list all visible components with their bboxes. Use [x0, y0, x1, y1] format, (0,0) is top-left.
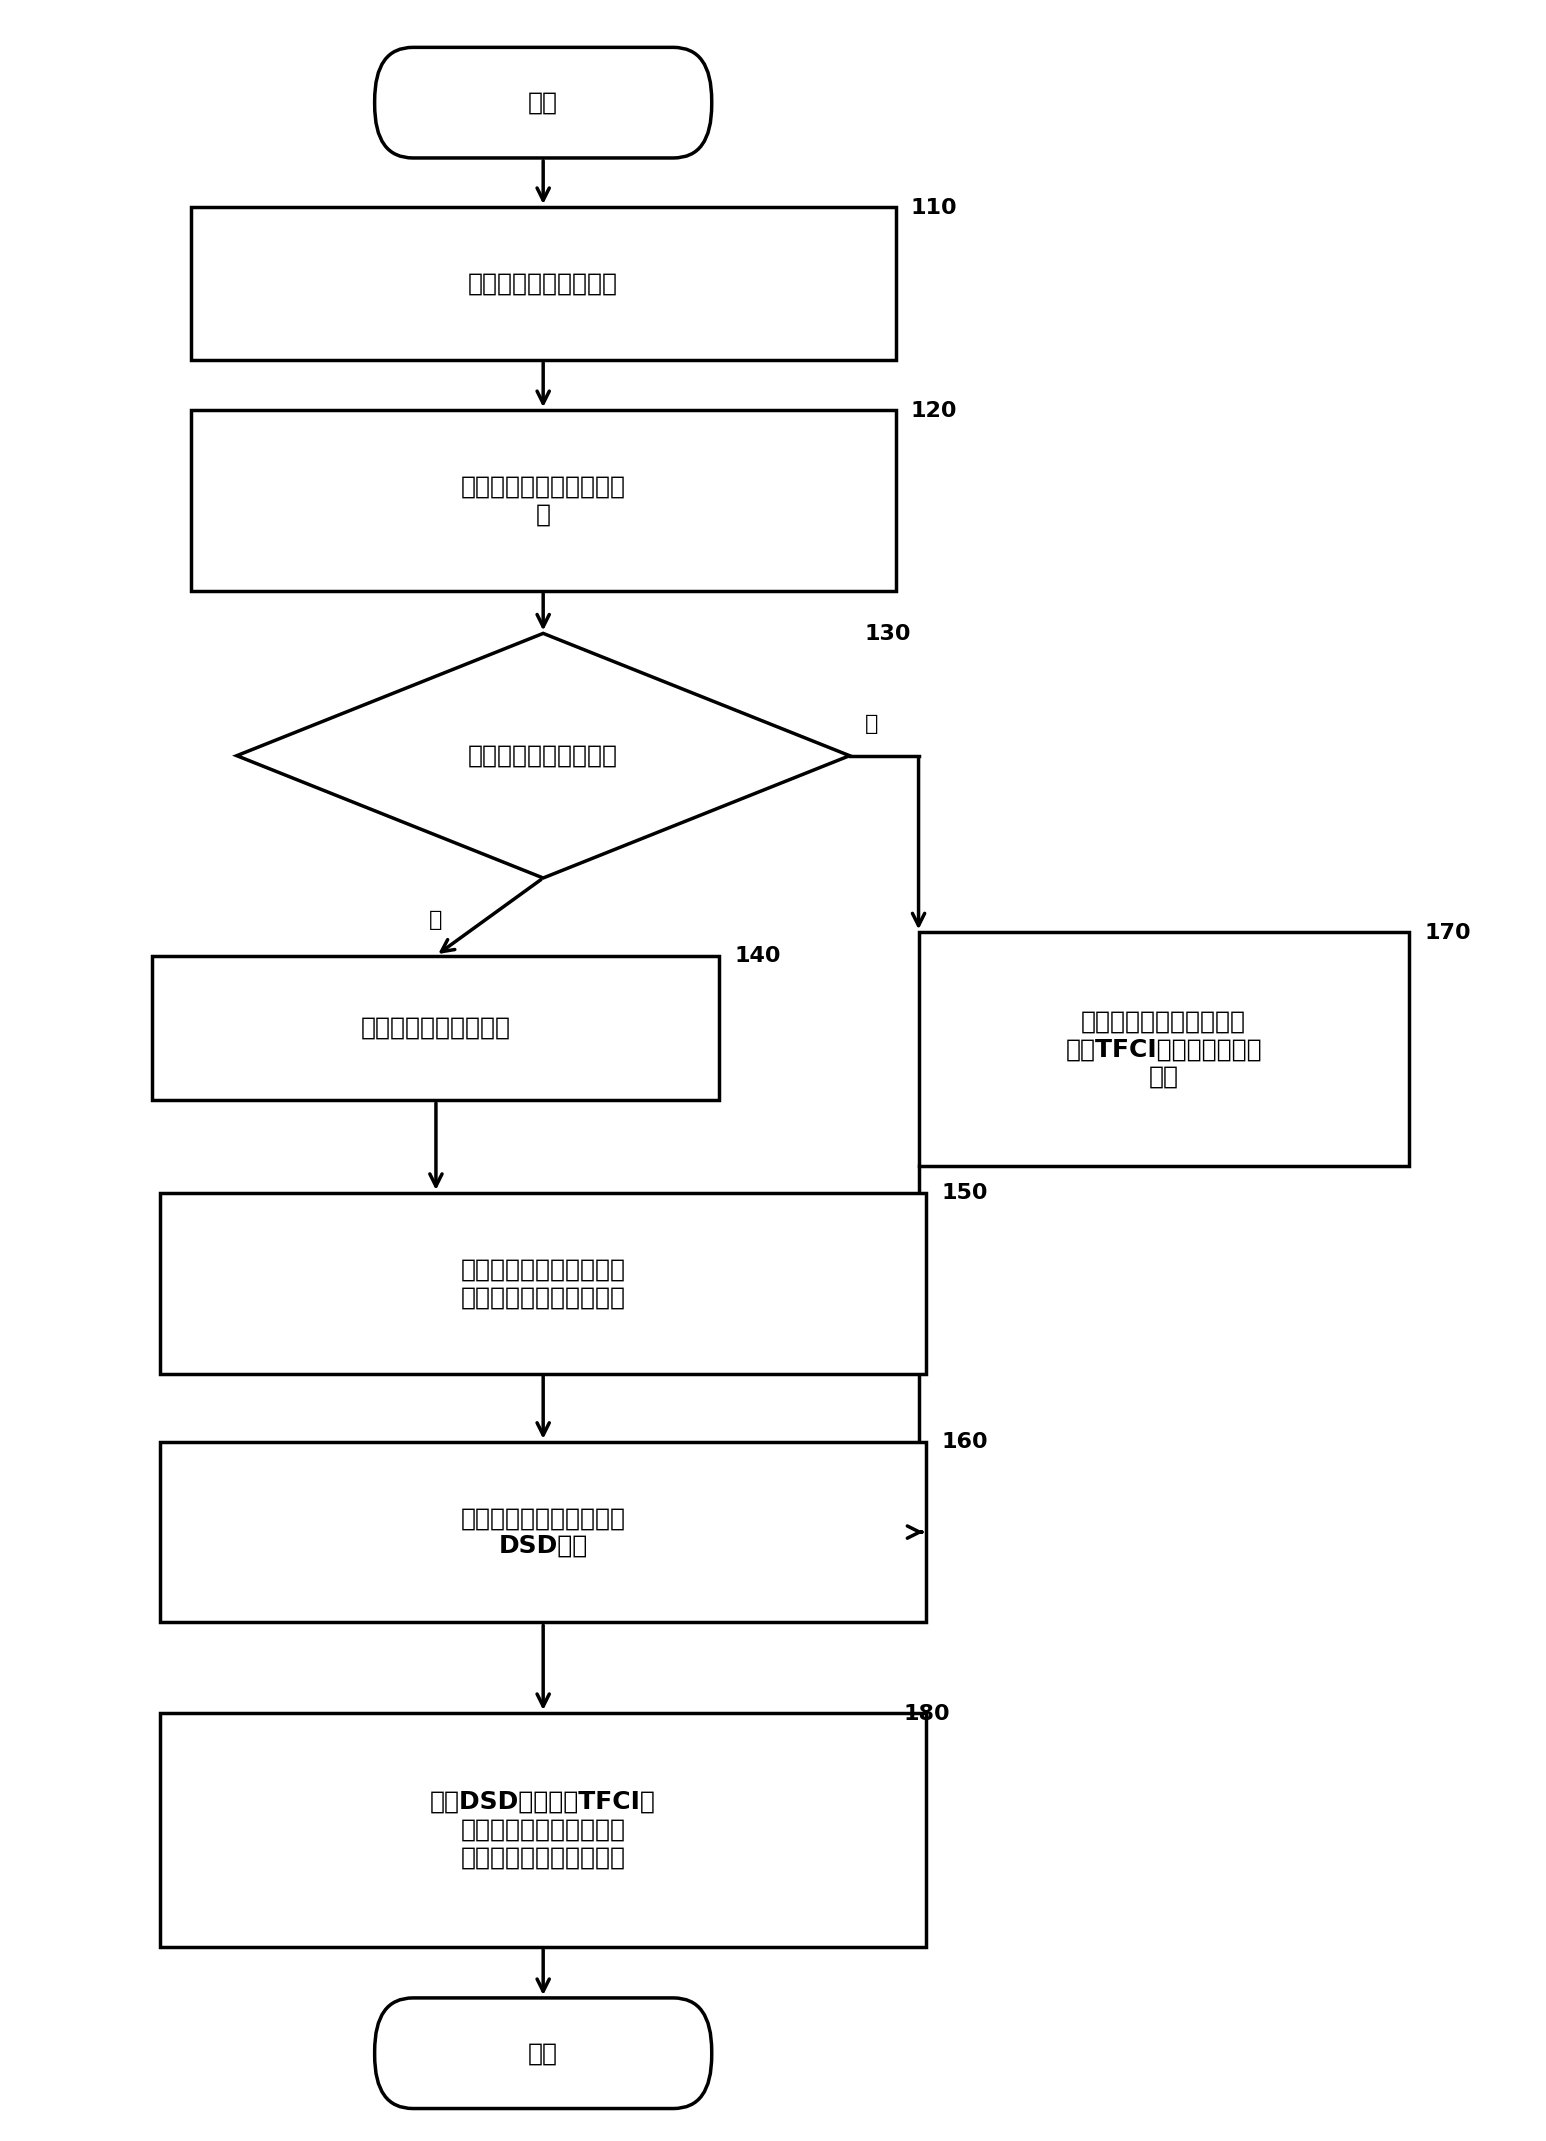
Text: 根据配置信息接收下行信
号: 根据配置信息接收下行信 号 — [461, 475, 626, 527]
Bar — [161, 1441, 926, 1623]
Text: 开始: 开始 — [529, 90, 558, 116]
Bar — [918, 931, 1408, 1167]
Text: 对过采样信息进行数据分
离、信道估计、联合检测: 对过采样信息进行数据分 离、信道估计、联合检测 — [461, 1257, 626, 1308]
Text: 采用单倍采样方式对时隙
中非TFCI部分的信息进行
处理: 采用单倍采样方式对时隙 中非TFCI部分的信息进行 处理 — [1065, 1008, 1262, 1090]
Text: 140: 140 — [734, 946, 781, 966]
FancyBboxPatch shape — [374, 1998, 711, 2109]
Text: 170: 170 — [1424, 923, 1470, 942]
FancyBboxPatch shape — [374, 47, 711, 158]
Bar — [190, 411, 895, 591]
Bar — [161, 1713, 926, 1946]
Text: 合并DSD处理后的TFCI部
分和单倍采样处理的数据
部分，进行其他后续处理: 合并DSD处理后的TFCI部 分和单倍采样处理的数据 部分，进行其他后续处理 — [430, 1790, 656, 1869]
Text: 对特定信息进行过采样: 对特定信息进行过采样 — [360, 1017, 510, 1041]
Polygon shape — [237, 634, 850, 878]
Bar — [153, 955, 719, 1100]
Text: 否: 否 — [864, 715, 878, 734]
Text: 160: 160 — [942, 1432, 988, 1452]
Text: 120: 120 — [911, 400, 957, 420]
Text: 判断是否为特定信息？: 判断是否为特定信息？ — [468, 743, 618, 769]
Text: 130: 130 — [864, 623, 912, 644]
Text: 180: 180 — [903, 1704, 949, 1724]
Text: 110: 110 — [911, 197, 957, 218]
Text: 对联合检测后的内容进行
DSD处理: 对联合检测后的内容进行 DSD处理 — [461, 1505, 626, 1559]
Text: 从网络侧获取配置信息: 从网络侧获取配置信息 — [468, 272, 618, 295]
Text: 是: 是 — [430, 910, 442, 929]
Text: 150: 150 — [942, 1184, 988, 1203]
Bar — [161, 1193, 926, 1375]
Text: 结束: 结束 — [529, 2040, 558, 2066]
Bar — [190, 208, 895, 360]
